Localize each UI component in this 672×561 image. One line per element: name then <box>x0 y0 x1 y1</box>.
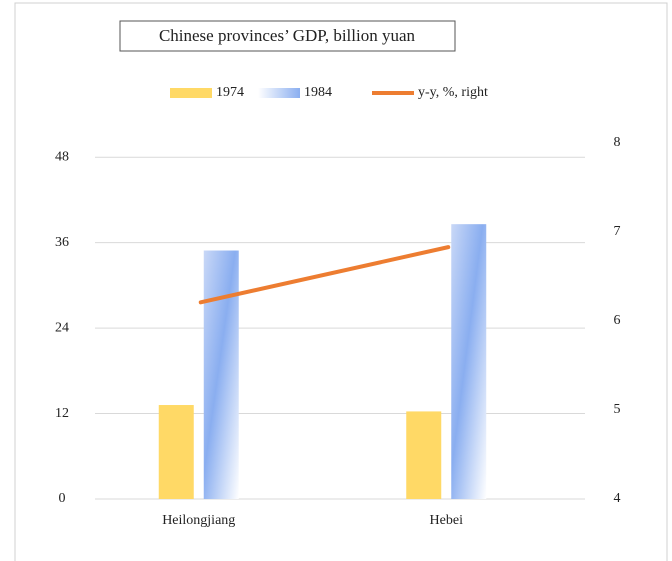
y-tick-label: 48 <box>55 149 69 164</box>
legend-label: y-y, %, right <box>418 85 488 100</box>
x-tick-label: Hebei <box>430 513 464 528</box>
bar <box>203 250 239 499</box>
chart-title: Chinese provinces’ GDP, billion yuan <box>159 26 416 45</box>
line-series <box>198 245 451 305</box>
x-tick-label: Heilongjiang <box>162 513 235 528</box>
legend-swatch <box>170 88 212 98</box>
title-box <box>119 20 456 52</box>
bar <box>406 411 442 499</box>
bar <box>158 405 194 499</box>
legend-swatch <box>258 88 300 98</box>
y2-tick-label: 5 <box>614 402 621 417</box>
y2-tick-label: 4 <box>614 491 621 506</box>
y-tick-label: 0 <box>59 491 66 506</box>
y2-tick-label: 8 <box>614 135 621 150</box>
bar <box>451 224 487 499</box>
y2-tick-label: 6 <box>614 313 621 328</box>
y-tick-label: 12 <box>55 406 69 421</box>
legend-label: 1984 <box>304 85 332 100</box>
y-tick-label: 24 <box>55 320 69 335</box>
chart-frame <box>14 2 668 561</box>
y2-tick-label: 7 <box>614 224 621 239</box>
y-tick-label: 36 <box>55 235 69 250</box>
legend-label: 1974 <box>216 85 244 100</box>
